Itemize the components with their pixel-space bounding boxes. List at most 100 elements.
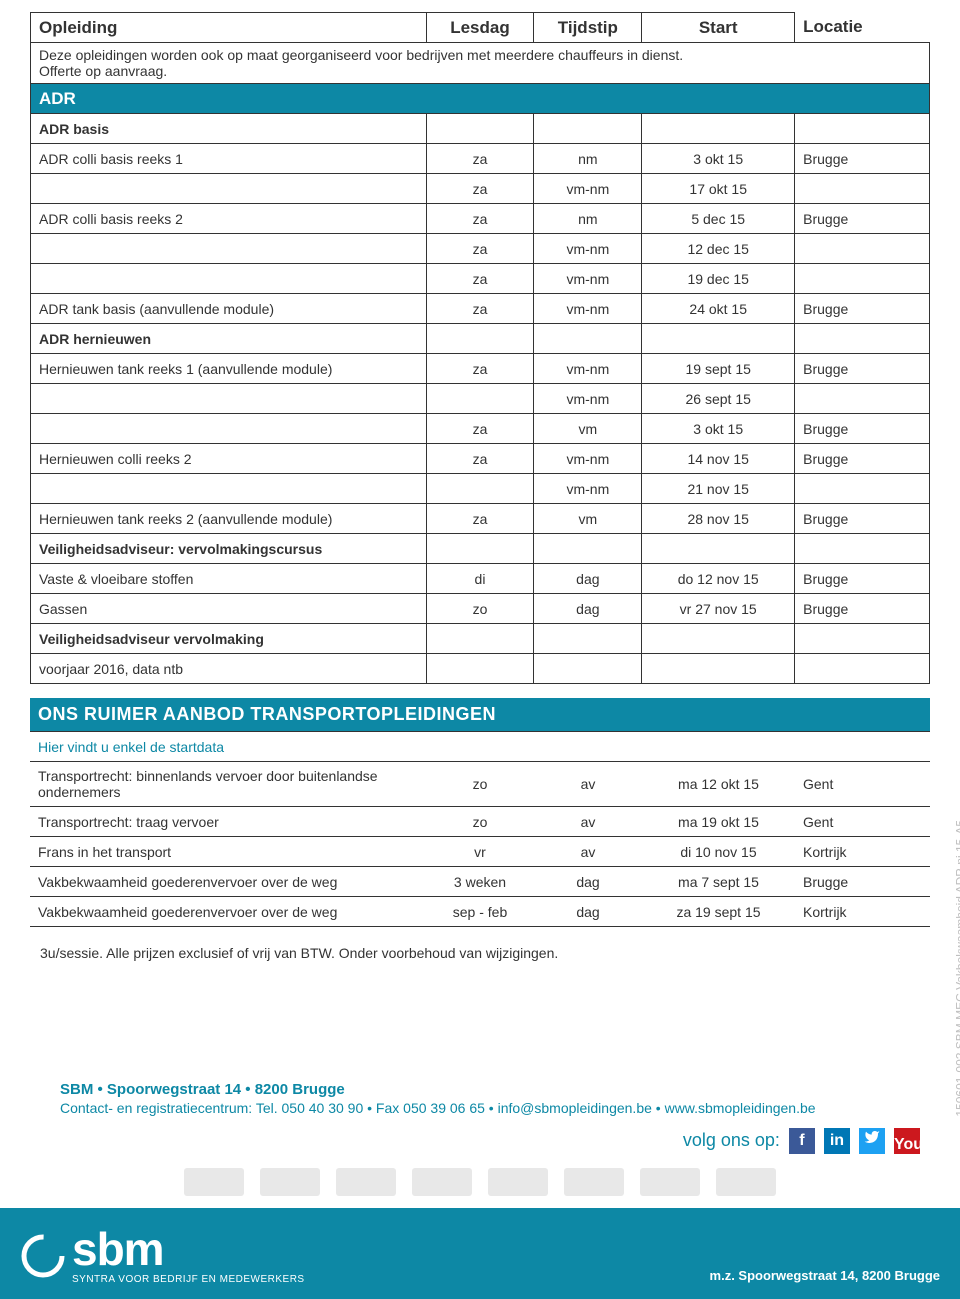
cell-data: vr 27 nov 15 bbox=[642, 594, 795, 624]
table-row: zavm3 okt 15Brugge bbox=[31, 414, 930, 444]
table-row: Hernieuwen colli reeks 2zavm-nm14 nov 15… bbox=[31, 444, 930, 474]
cell-data: zo bbox=[426, 762, 534, 807]
cell-data: 26 sept 15 bbox=[642, 384, 795, 414]
table-row: zavm-nm19 dec 15 bbox=[31, 264, 930, 294]
cell-data: za bbox=[426, 264, 534, 294]
cell-data: vm bbox=[534, 504, 642, 534]
cell-data: vm-nm bbox=[534, 174, 642, 204]
partner-logo bbox=[336, 1168, 396, 1196]
sbm-mark-icon bbox=[20, 1233, 66, 1279]
cell-data bbox=[795, 654, 930, 684]
cell-title bbox=[31, 174, 427, 204]
cell-data: dag bbox=[534, 897, 642, 927]
cell-data: vm-nm bbox=[534, 294, 642, 324]
cell-data: 3 weken bbox=[426, 867, 534, 897]
transport-subhead: Hier vindt u enkel de startdata bbox=[30, 732, 930, 762]
cell-data: 24 okt 15 bbox=[642, 294, 795, 324]
youtube-icon[interactable]: YouTube bbox=[894, 1128, 920, 1154]
partner-logo bbox=[412, 1168, 472, 1196]
section-adr: ADR bbox=[31, 84, 930, 114]
contact-line2: Contact- en registratiecentrum: Tel. 050… bbox=[60, 1100, 930, 1116]
cell-title: Transportrecht: binnenlands vervoer door… bbox=[30, 762, 426, 807]
cell-data: za bbox=[426, 414, 534, 444]
cell-data: vm-nm bbox=[534, 354, 642, 384]
cell-title bbox=[31, 384, 427, 414]
cell-title bbox=[31, 264, 427, 294]
cell-data: zo bbox=[426, 594, 534, 624]
th-tijdstip: Tijdstip bbox=[534, 13, 642, 43]
cell-data: do 12 nov 15 bbox=[642, 564, 795, 594]
cell-data: av bbox=[534, 837, 642, 867]
pricing-note: 3u/sessie. Alle prijzen exclusief of vri… bbox=[40, 945, 920, 961]
cell-data: za bbox=[426, 234, 534, 264]
cell-data: Brugge bbox=[795, 294, 930, 324]
social-row: volg ons op: f in YouTube bbox=[30, 1116, 930, 1160]
cell-data: vm-nm bbox=[534, 264, 642, 294]
table-row: Transportrecht: traag vervoerzoavma 19 o… bbox=[30, 807, 930, 837]
cell-data: 5 dec 15 bbox=[642, 204, 795, 234]
cell-data: za bbox=[426, 354, 534, 384]
cell-data: Brugge bbox=[795, 144, 930, 174]
th-start: Start bbox=[642, 13, 795, 43]
cell-title: Hernieuwen tank reeks 1 (aanvullende mod… bbox=[31, 354, 427, 384]
facebook-icon[interactable]: f bbox=[789, 1128, 815, 1154]
cell-data bbox=[795, 114, 930, 144]
table-row: Hernieuwen tank reeks 1 (aanvullende mod… bbox=[31, 354, 930, 384]
cell-data: Brugge bbox=[795, 594, 930, 624]
cell-data bbox=[642, 654, 795, 684]
cell-data: ma 7 sept 15 bbox=[642, 867, 795, 897]
cell-data: vm-nm bbox=[534, 234, 642, 264]
table-row: vm-nm21 nov 15 bbox=[31, 474, 930, 504]
schedule-table: Opleiding Lesdag Tijdstip Start Locatie … bbox=[30, 12, 930, 684]
side-label: 150601-002 SBM MEC Vakbekwaamheid ADR nj… bbox=[954, 820, 960, 1117]
cell-data bbox=[426, 624, 534, 654]
cell-data bbox=[795, 174, 930, 204]
cell-title: voorjaar 2016, data ntb bbox=[31, 654, 427, 684]
cell-data: av bbox=[534, 807, 642, 837]
cell-data: di bbox=[426, 564, 534, 594]
partner-logos bbox=[30, 1160, 930, 1200]
cell-title: Vaste & vloeibare stoffen bbox=[31, 564, 427, 594]
transport-table: ONS RUIMER AANBOD TRANSPORTOPLEIDINGEN H… bbox=[30, 698, 930, 927]
social-label: volg ons op: bbox=[683, 1130, 780, 1150]
table-row: Vakbekwaamheid goederenvervoer over de w… bbox=[30, 897, 930, 927]
cell-data: Brugge bbox=[795, 867, 930, 897]
th-opleiding: Opleiding bbox=[31, 13, 427, 43]
cell-title: Hernieuwen tank reeks 2 (aanvullende mod… bbox=[31, 504, 427, 534]
table-row: zavm-nm17 okt 15 bbox=[31, 174, 930, 204]
cell-data: 19 sept 15 bbox=[642, 354, 795, 384]
cell-title: ADR colli basis reeks 1 bbox=[31, 144, 427, 174]
cell-title: Frans in het transport bbox=[30, 837, 426, 867]
partner-logo bbox=[184, 1168, 244, 1196]
linkedin-icon[interactable]: in bbox=[824, 1128, 850, 1154]
cell-title: Hernieuwen colli reeks 2 bbox=[31, 444, 427, 474]
cell-data bbox=[426, 474, 534, 504]
cell-data bbox=[426, 324, 534, 354]
header-row: Opleiding Lesdag Tijdstip Start Locatie bbox=[31, 13, 930, 43]
cell-title: ADR colli basis reeks 2 bbox=[31, 204, 427, 234]
cell-data: za bbox=[426, 144, 534, 174]
cell-data: za bbox=[426, 504, 534, 534]
partner-logo bbox=[640, 1168, 700, 1196]
table-row: Vakbekwaamheid goederenvervoer over de w… bbox=[30, 867, 930, 897]
table-row: ADR hernieuwen bbox=[31, 324, 930, 354]
table-row: Hernieuwen tank reeks 2 (aanvullende mod… bbox=[31, 504, 930, 534]
cell-data bbox=[426, 114, 534, 144]
cell-data bbox=[534, 534, 642, 564]
cell-data: za bbox=[426, 294, 534, 324]
cell-data bbox=[795, 384, 930, 414]
cell-data: 14 nov 15 bbox=[642, 444, 795, 474]
th-locatie: Locatie bbox=[795, 13, 930, 43]
cell-data: Brugge bbox=[795, 414, 930, 444]
cell-title: Veiligheidsadviseur: vervolmakingscursus bbox=[31, 534, 427, 564]
cell-data: dag bbox=[534, 564, 642, 594]
cell-data bbox=[642, 534, 795, 564]
cell-title bbox=[31, 474, 427, 504]
cell-data: vm bbox=[534, 414, 642, 444]
cell-data: vm-nm bbox=[534, 444, 642, 474]
partner-logo bbox=[260, 1168, 320, 1196]
partner-logo bbox=[564, 1168, 624, 1196]
twitter-icon[interactable] bbox=[859, 1128, 885, 1154]
cell-data: Gent bbox=[795, 807, 930, 837]
intro-cell: Deze opleidingen worden ook op maat geor… bbox=[31, 43, 930, 84]
